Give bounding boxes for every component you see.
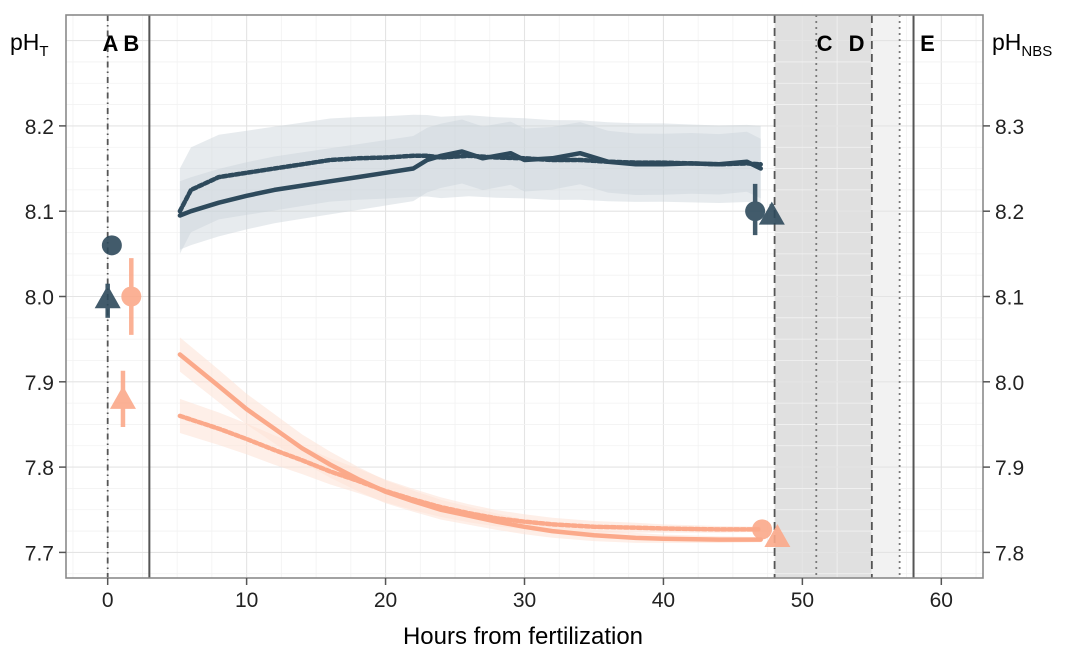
data-point-0 — [101, 235, 122, 256]
discrete-measurements — [94, 183, 791, 548]
y-axis-title-right: pHNBS — [992, 29, 1052, 60]
triangle-marker — [758, 201, 785, 225]
data-point-3 — [109, 370, 136, 428]
x-axis-title: Hours from fertilization — [403, 623, 643, 650]
data-point-4 — [745, 183, 766, 236]
y-tick-label-left: 8.0 — [25, 287, 54, 310]
x-tick-label: 20 — [374, 589, 397, 612]
y-tick-label-right: 8.2 — [995, 201, 1024, 224]
x-tick-label: 10 — [235, 589, 258, 612]
y-tick-label-left: 8.2 — [25, 116, 54, 139]
confidence-band-3 — [179, 398, 761, 533]
series-lines — [177, 149, 763, 542]
confidence-band-1 — [179, 119, 761, 250]
axes: 0 10 20 30 40 50 60 7.7 7.8 7.8 7.9 7.9 8.0 8.0 8.1 8.1… — [25, 116, 1024, 612]
circle-marker — [745, 201, 766, 222]
phase-label-e: E — [920, 31, 935, 56]
y-tick-label-right: 8.0 — [995, 372, 1024, 395]
y-tick-label-left: 7.7 — [25, 542, 54, 565]
confidence-band-2 — [179, 337, 761, 543]
data-point-2 — [121, 258, 142, 335]
circle-marker — [752, 519, 773, 540]
triangle-marker — [94, 285, 121, 309]
data-point-7 — [764, 524, 791, 548]
confidence-bands — [179, 114, 761, 543]
y-axis-title-left: pHT — [10, 29, 49, 60]
circle-marker — [121, 286, 142, 307]
series-line-3 — [177, 413, 763, 532]
series-line-1 — [177, 149, 763, 218]
y-tick-label-left: 7.8 — [25, 457, 54, 480]
phase-label-b: B — [123, 31, 139, 56]
x-tick-label: 40 — [652, 589, 675, 612]
grid-lines — [66, 15, 983, 578]
y-tick-label-right: 8.3 — [995, 116, 1024, 139]
x-tick-label: 50 — [791, 589, 814, 612]
confidence-band-0 — [179, 114, 761, 254]
data-point-6 — [752, 519, 773, 540]
data-point-1 — [94, 283, 121, 318]
y-tick-label-left: 7.9 — [25, 372, 54, 395]
x-tick-label: 0 — [102, 589, 114, 612]
triangle-marker — [109, 385, 136, 409]
y-tick-label-left: 8.1 — [25, 201, 54, 224]
data-point-5 — [758, 201, 785, 225]
y-tick-label-right: 8.1 — [995, 287, 1024, 310]
phase-label-a: A — [103, 31, 119, 56]
x-tick-label: 60 — [930, 589, 953, 612]
phase-label-d: D — [849, 31, 865, 56]
phase-label-c: C — [817, 31, 833, 56]
x-tick-label: 30 — [513, 589, 536, 612]
triangle-marker — [764, 524, 791, 548]
circle-marker — [101, 235, 122, 256]
y-tick-label-right: 7.8 — [995, 542, 1024, 565]
series-line-2 — [177, 352, 763, 542]
y-tick-label-right: 7.9 — [995, 457, 1024, 480]
